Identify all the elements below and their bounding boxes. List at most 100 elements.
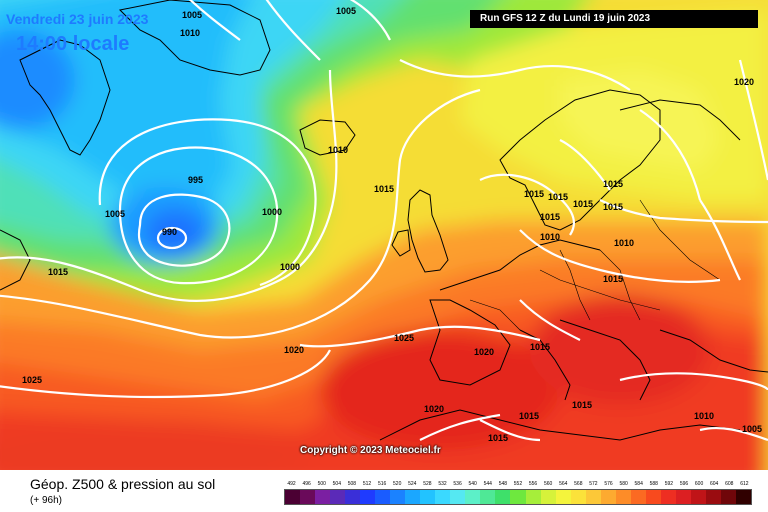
isobar-label: 1010 [180, 28, 200, 38]
scale-swatch [660, 490, 676, 504]
scale-label: 540 [468, 481, 477, 487]
color-scale-labels: 492 496 500 504 508 512 516 520 524 528 532 536 540 5… [284, 480, 752, 489]
isobar-label: 1020 [284, 345, 304, 355]
scale-swatch [630, 490, 646, 504]
isobar-label: 1010 [540, 232, 560, 242]
scale-label: 608 [725, 481, 734, 487]
scale-label: 536 [453, 481, 462, 487]
scale-label: 600 [694, 481, 704, 487]
scale-swatch [585, 490, 601, 504]
scale-swatch [480, 490, 496, 504]
weather-map: 1005 1010 1005 1010 1015 1015 1015 1015 … [0, 0, 768, 470]
geopotential-field [0, 0, 768, 470]
isobar-label: 1020 [474, 347, 494, 357]
isobar-label: 1010 [694, 411, 714, 421]
scale-swatch [525, 490, 541, 504]
scale-label: 508 [347, 481, 357, 487]
scale-label: 516 [377, 481, 387, 487]
scale-swatch [645, 490, 661, 504]
legend-subtitle: (+ 96h) [30, 495, 62, 506]
scale-swatch [420, 490, 436, 504]
isobar-label: 1015 [548, 192, 568, 202]
scale-label: 580 [619, 481, 628, 487]
isobar-label: 1005 [182, 10, 202, 20]
forecast-date: Vendredi 23 juin 2023 [6, 11, 149, 27]
color-scale: 492 496 500 504 508 512 516 520 524 528 532 536 540 5… [284, 480, 752, 505]
scale-swatch [510, 490, 526, 504]
scale-label: 524 [408, 481, 417, 487]
isobar-label: 1015 [519, 411, 539, 421]
isobar-label: 1000 [280, 262, 300, 272]
isobar-label: 1015 [374, 184, 394, 194]
scale-label: 576 [604, 481, 613, 487]
scale-label: 520 [393, 481, 402, 487]
copyright-text: Copyright © 2023 Meteociel.fr [300, 445, 441, 456]
scale-label: 548 [498, 481, 508, 487]
scale-swatch [720, 490, 736, 504]
scale-swatch [315, 490, 331, 504]
scale-label: 500 [317, 481, 326, 487]
scale-label: 572 [589, 481, 598, 487]
isobar-label: 1005 [105, 209, 125, 219]
isobar-label: 1015 [488, 433, 508, 443]
scale-swatch [465, 490, 481, 504]
forecast-local-time: 14:00 locale [16, 33, 130, 55]
isobar-label: 1010 [328, 145, 348, 155]
scale-swatch [540, 490, 556, 504]
isobar-label: 1025 [394, 333, 414, 343]
isobar-label: 1025 [22, 375, 42, 385]
scale-label: 556 [528, 481, 538, 487]
scale-label: 532 [438, 481, 447, 487]
scale-swatch [390, 490, 406, 504]
scale-swatch [495, 490, 511, 504]
isobar-label: 1000 [262, 207, 282, 217]
isobars [0, 0, 768, 440]
scale-swatch [405, 490, 421, 504]
isobar-labels: 1005 1010 1005 1010 1015 1015 1015 1015 … [22, 6, 762, 443]
coastlines [0, 0, 768, 441]
scale-swatch [300, 490, 316, 504]
scale-swatch [615, 490, 631, 504]
scale-swatch [690, 490, 706, 504]
scale-swatch [435, 490, 451, 504]
isobar-label: 1015 [48, 267, 68, 277]
scale-swatch [360, 490, 376, 504]
isobar-label: 1015 [540, 212, 560, 222]
scale-label: 564 [559, 481, 568, 487]
isobar-label: 1015 [572, 400, 592, 410]
scale-label: 504 [332, 481, 341, 487]
isobar-label: 1010 [614, 238, 634, 248]
isobar-label: 1005 [742, 424, 762, 434]
isobar-label: 1015 [524, 189, 544, 199]
scale-swatch [735, 490, 751, 504]
scale-label: 584 [634, 481, 643, 487]
scale-swatch [705, 490, 721, 504]
scale-label: 512 [362, 481, 372, 487]
scale-label: 528 [423, 481, 432, 487]
scale-swatch [555, 490, 571, 504]
isobar-label: 1015 [530, 342, 550, 352]
scale-label: 544 [483, 481, 492, 487]
scale-label: 552 [513, 481, 523, 487]
scale-swatch [675, 490, 691, 504]
isobar-label: 1020 [734, 77, 754, 87]
scale-label: 596 [679, 481, 689, 487]
scale-label: 588 [649, 481, 658, 487]
scale-swatch [285, 490, 301, 504]
run-info-banner: Run GFS 12 Z du Lundi 19 juin 2023 [470, 10, 758, 28]
scale-swatch [375, 490, 391, 504]
scale-label: 604 [710, 481, 719, 487]
scale-swatch [450, 490, 466, 504]
isobar-label: 995 [188, 175, 203, 185]
scale-label: 568 [574, 481, 583, 487]
scale-swatch [570, 490, 586, 504]
isobar-label: 1015 [603, 179, 623, 189]
isobar-label: 1015 [573, 199, 593, 209]
scale-label: 560 [543, 481, 553, 487]
scale-label: 496 [302, 481, 311, 487]
color-scale-bar [284, 489, 752, 505]
isobar-label: 1015 [603, 202, 623, 212]
scale-swatch [330, 490, 346, 504]
scale-label: 612 [740, 481, 749, 487]
isobar-label: 1005 [336, 6, 356, 16]
